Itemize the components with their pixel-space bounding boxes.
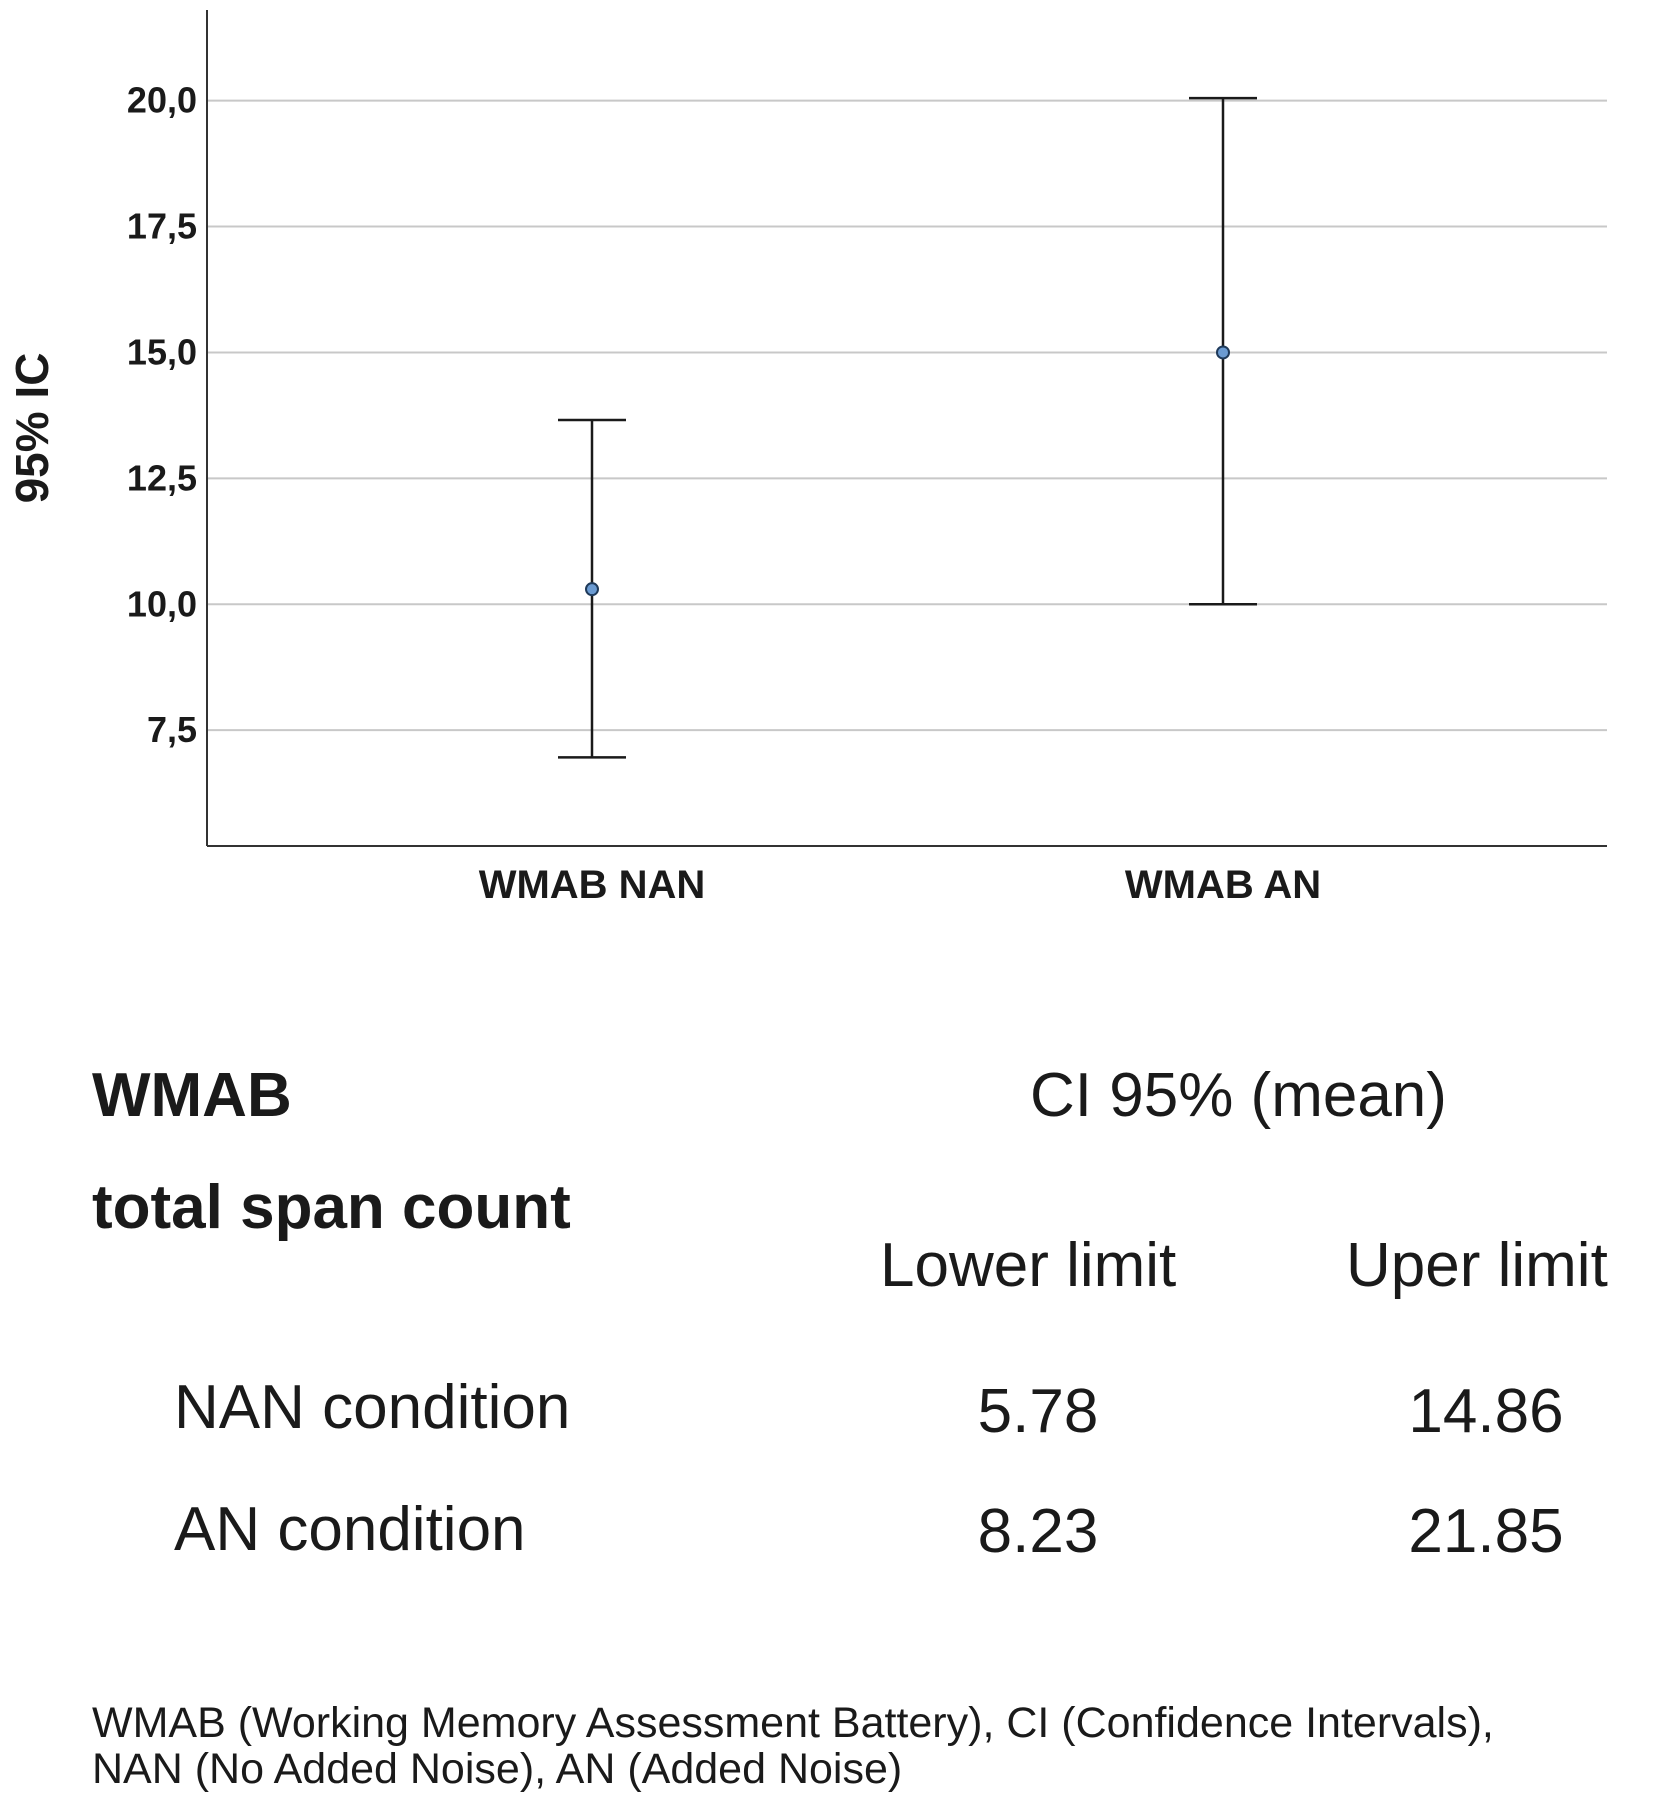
table-header-wmab: WMAB (92, 1061, 292, 1130)
table-row-label: NAN condition (174, 1373, 571, 1442)
mean-point (1216, 345, 1230, 360)
table-cell-lower: 5.78 (977, 1377, 1099, 1446)
y-axis-title: 95% IC (6, 353, 58, 504)
gridlines (207, 99, 1607, 732)
errorbar-chart: 7,510,012,515,017,520,0 WMAB NAN WMAB AN … (6, 10, 1607, 907)
table-col-lower-limit: Lower limit (880, 1231, 1177, 1300)
axes (206, 10, 1607, 847)
table-col-upper-limit: Uper limit (1346, 1231, 1608, 1300)
table-header-total-span-count: total span count (92, 1173, 571, 1242)
table-cell-upper: 21.85 (1408, 1497, 1564, 1566)
y-tick-labels: 7,5 10,0 12,5 15,0 17,5 20,0 (127, 80, 197, 751)
y-tick-label: 17,5 (127, 206, 197, 247)
y-tick-label: 15,0 (127, 331, 197, 372)
y-tick-label: 20,0 (127, 80, 197, 121)
footnote: WMAB (Working Memory Assessment Battery)… (92, 1700, 1494, 1792)
table-cell-upper: 14.86 (1408, 1377, 1564, 1446)
y-tick-label: 7,5 (147, 709, 197, 750)
table-header-ci: CI 95% (mean) (1030, 1061, 1447, 1130)
table-row-label: AN condition (174, 1495, 526, 1564)
y-tick-label: 12,5 (127, 457, 197, 498)
footnote-line: WMAB (Working Memory Assessment Battery)… (92, 1699, 1494, 1747)
y-tick-label: 10,0 (127, 583, 197, 624)
table-cell-lower: 8.23 (977, 1497, 1099, 1566)
x-category-label: WMAB NAN (479, 863, 706, 907)
footnote-line: NAN (No Added Noise), AN (Added Noise) (92, 1745, 903, 1793)
x-category-label: WMAB AN (1125, 863, 1321, 907)
error-bars (558, 96, 1257, 759)
x-category-labels: WMAB NAN WMAB AN (479, 863, 1321, 907)
mean-point (585, 582, 599, 597)
